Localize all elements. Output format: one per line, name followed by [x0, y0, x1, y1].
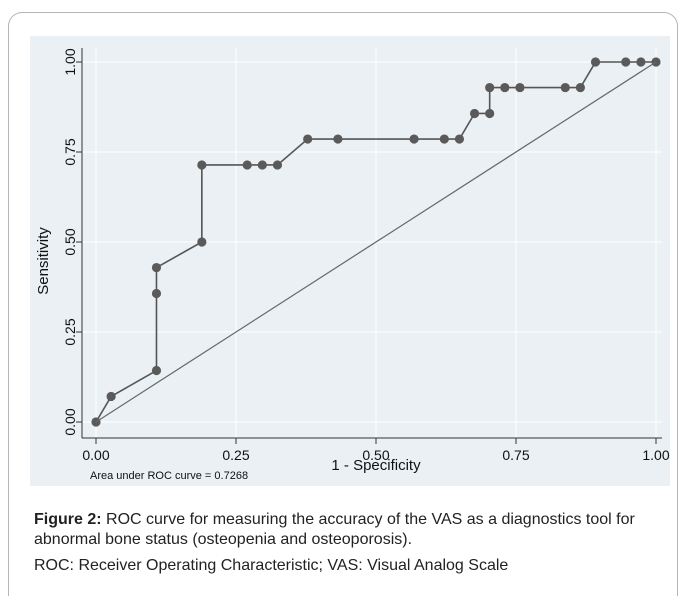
roc-point — [409, 134, 419, 144]
figure-caption-text: ROC curve for measuring the accuracy of … — [34, 511, 635, 548]
roc-point — [303, 134, 313, 144]
y-axis-label: Sensitivity — [35, 227, 52, 295]
x-tick-label: 0.75 — [502, 447, 529, 463]
roc-point — [272, 160, 283, 170]
x-tick-label: 1.00 — [642, 447, 669, 463]
x-axis-label: 1 - Specificity — [331, 457, 421, 474]
roc-point — [333, 134, 343, 144]
plot-area — [82, 48, 662, 438]
y-tick-label: 0.75 — [62, 138, 78, 165]
roc-point — [197, 237, 207, 247]
y-tick-label: 0.50 — [62, 228, 78, 255]
y-tick-label: 1.00 — [62, 48, 78, 75]
roc-point — [197, 160, 207, 170]
roc-point — [151, 288, 162, 299]
reference-line — [95, 61, 657, 423]
roc-point — [106, 391, 116, 402]
roc-point — [439, 134, 449, 144]
grid-lines — [82, 48, 662, 438]
roc-point — [590, 57, 601, 67]
roc-point — [500, 82, 510, 93]
roc-point — [560, 82, 570, 93]
roc-chart: 0.00 0.25 0.50 0.75 1.00 0.00 0.25 0.50 0.75 1.00… — [30, 36, 670, 486]
roc-point — [469, 108, 480, 119]
roc-point — [151, 262, 162, 273]
roc-point — [485, 108, 495, 119]
series — [91, 57, 661, 427]
roc-point — [151, 365, 162, 376]
x-tick-label: 0.50 — [362, 447, 389, 463]
figure-label: Figure 2: — [34, 511, 102, 528]
roc-point — [636, 57, 646, 67]
figure-frame — [8, 12, 678, 596]
auc-annotation: Area under ROC curve = 0.7268 — [90, 470, 248, 482]
roc-point — [575, 82, 586, 93]
figure-abbreviations: ROC: Receiver Operating Characteristic; … — [34, 557, 509, 574]
y-tick-label: 0.00 — [62, 408, 78, 435]
x-tick-label: 0.25 — [222, 447, 249, 463]
roc-point — [515, 82, 525, 93]
x-tick-label: 0.00 — [82, 447, 109, 463]
roc-point — [257, 160, 267, 170]
figure-caption: Figure 2: ROC curve for measuring the ac… — [34, 510, 670, 550]
axes: 0.00 0.25 0.50 0.75 1.00 0.00 0.25 0.50 0.75 1.00 — [62, 48, 670, 463]
roc-point — [485, 82, 495, 93]
y-tick-label: 0.25 — [62, 318, 78, 345]
roc-point — [621, 57, 631, 67]
roc-point — [242, 160, 252, 170]
roc-point — [454, 134, 465, 144]
